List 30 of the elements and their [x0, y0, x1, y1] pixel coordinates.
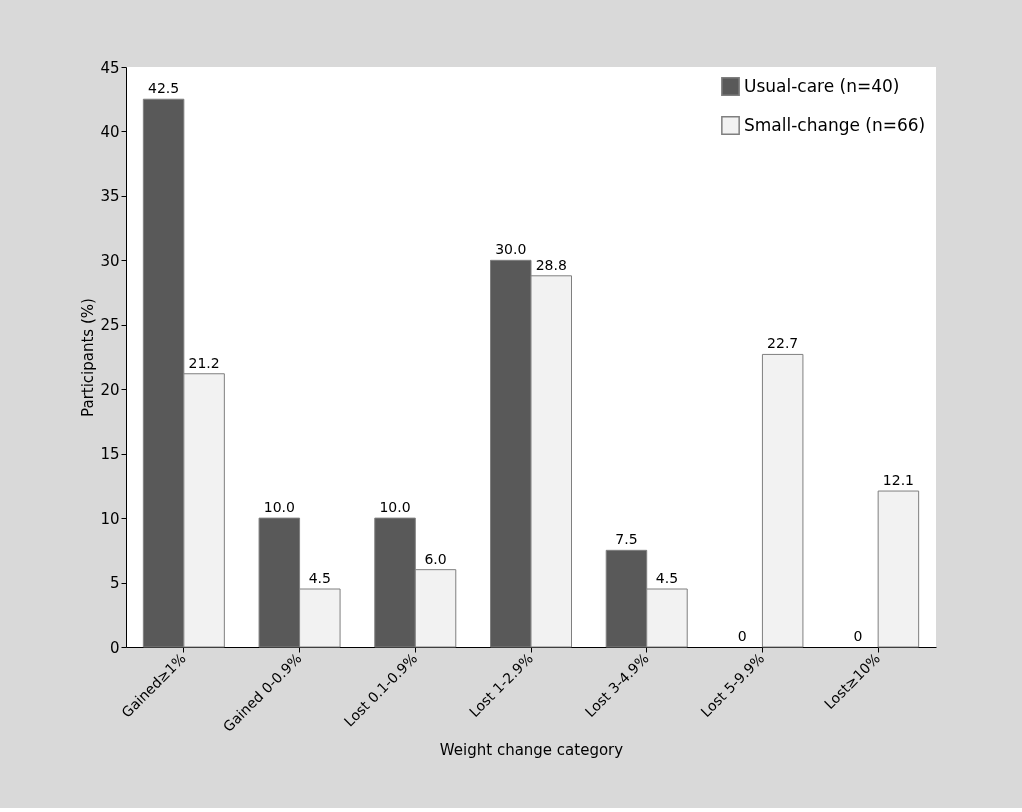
- y-tick-label: 0: [109, 638, 120, 657]
- y-tick-label: 5: [109, 574, 120, 593]
- data-label: 28.8: [535, 256, 567, 273]
- y-tick-label: 40: [100, 122, 120, 141]
- legend-label: Small-change (n=66): [744, 114, 926, 135]
- y-tick-label: 10: [100, 509, 120, 528]
- y-tick-label: 30: [100, 251, 120, 270]
- data-label: 10.0: [379, 499, 411, 516]
- data-label: 0: [737, 628, 747, 644]
- legend-label: Usual-care (n=40): [744, 75, 900, 96]
- data-label: 0: [853, 628, 863, 644]
- data-label: 12.1: [882, 472, 914, 489]
- data-label: 4.5: [655, 570, 679, 586]
- bar: [877, 490, 920, 648]
- y-axis-title: Participants (%): [79, 298, 98, 417]
- data-label: 21.2: [188, 354, 220, 371]
- y-tick-label: 35: [100, 187, 120, 206]
- data-label: 42.5: [148, 80, 180, 97]
- data-label: 10.0: [263, 499, 295, 516]
- y-tick-label: 25: [100, 316, 120, 335]
- data-label: 6.0: [424, 550, 447, 567]
- y-tick-label: 45: [100, 58, 120, 77]
- y-tick-label: 15: [100, 445, 120, 464]
- data-label: 7.5: [615, 531, 638, 548]
- y-tick-label: 20: [100, 380, 120, 399]
- data-label: 22.7: [767, 335, 799, 352]
- data-label: 4.5: [308, 570, 331, 586]
- x-axis-title: Weight change category: [439, 740, 624, 759]
- data-label: 30.0: [495, 241, 527, 258]
- bar: [761, 353, 804, 648]
